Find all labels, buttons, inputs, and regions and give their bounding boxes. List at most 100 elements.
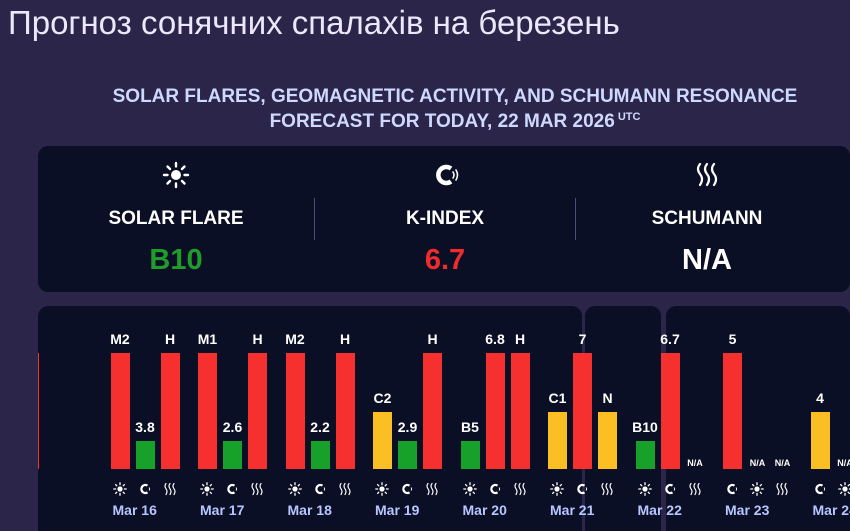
waves-icon (775, 482, 789, 496)
waves-value-label: H (38, 331, 45, 347)
waves-value-label: H (427, 331, 438, 347)
waves-bar (335, 353, 355, 469)
day-date-label: Mar 23 (725, 502, 770, 518)
magnet-icon (400, 482, 414, 496)
sun-icon (462, 482, 477, 496)
subtitle-line-1: SOLAR FLARES, GEOMAGNETIC ACTIVITY, AND … (112, 86, 798, 107)
magnet-value-label: 6.7 (660, 331, 680, 347)
magnet-icon (488, 482, 502, 496)
subtitle-line-2: FORECAST FOR TODAY, 22 MAR 2026 UTC (60, 109, 850, 137)
waves-bar (160, 353, 180, 469)
utc-label: UTC (617, 111, 641, 123)
day-date-label: Mar 17 (200, 502, 245, 518)
sun-icon (375, 482, 389, 496)
waves-icon (250, 482, 264, 496)
sun-bar (110, 353, 130, 469)
sun-bar (198, 353, 217, 469)
sun-icon (287, 482, 302, 496)
waves-icon (163, 482, 177, 496)
subtitle-date: FORECAST FOR TODAY, 22 MAR 2026 (269, 111, 615, 132)
magnet-bar (660, 353, 680, 469)
sun-value-label: M1 (197, 331, 218, 347)
waves-bar (598, 412, 617, 469)
magnet-bar (723, 353, 742, 469)
waves-value-label: H (514, 331, 526, 347)
waves-value-label: N/A (774, 458, 791, 468)
magnet-value-label: 4 (816, 390, 824, 406)
waves-icon (569, 160, 845, 190)
magnet-value-label: 3.8 (135, 419, 155, 435)
sun-icon (38, 160, 314, 190)
waves-icon (688, 482, 702, 496)
sun-value-label: B5 (461, 419, 479, 435)
sun-value-label: B10 (632, 419, 658, 435)
sun-bar (460, 441, 480, 469)
magnet-value-label: 6.8 (485, 331, 505, 347)
day-date-label: Mar 24 (812, 502, 850, 518)
magnet-icon (313, 482, 327, 496)
magnet-icon (138, 482, 152, 496)
solar-flare-label: SOLAR FLARE (108, 208, 244, 229)
solar-flare-value: B10 (149, 244, 203, 276)
waves-bar (248, 353, 267, 469)
magnet-value-label: 2.2 (310, 419, 330, 435)
magnet-bar (485, 353, 505, 469)
waves-value-label: N/A (687, 458, 703, 468)
k-index-metric: K-INDEX 6.7 (307, 146, 583, 292)
today-summary-card: SOLAR FLARE B10 K-INDEX 6.7 S (38, 146, 850, 292)
sun-bar (635, 441, 655, 469)
sun-value-label: N/A (837, 458, 850, 468)
waves-icon (338, 482, 352, 496)
waves-icon (600, 482, 614, 496)
sun-bar (285, 353, 305, 469)
daily-forecast-strip: H M2 3.8 H Mar 16 M1 2.6 H Mar 17 M2 2.2 H Mar 18 C2 2… (38, 306, 850, 531)
magnet-bar (810, 412, 830, 469)
sun-icon (200, 482, 214, 496)
divider (314, 198, 315, 240)
waves-bar (423, 353, 442, 469)
magnet-value-label: 2.6 (222, 419, 243, 435)
magnet-icon (813, 482, 827, 496)
magnet-icon (225, 482, 239, 496)
waves-bar (38, 353, 39, 469)
magnet-value-label: 5 (728, 331, 737, 347)
k-index-label: K-INDEX (405, 208, 485, 229)
sun-bar (548, 412, 567, 469)
page-title: Прогноз сонячних спалахів на березень (8, 4, 620, 41)
sun-value-label: C2 (373, 390, 392, 406)
magnet-bar (223, 441, 242, 469)
k-index-value: 6.7 (424, 244, 466, 276)
waves-value-label: N (602, 390, 613, 406)
day-date-label: Mar 18 (287, 502, 332, 518)
sun-value-label: C1 (548, 390, 567, 406)
day-date-label: Mar 21 (550, 502, 595, 518)
waves-icon (513, 482, 527, 496)
day-date-label: Mar 22 (637, 502, 682, 518)
sun-icon (750, 482, 764, 496)
waves-value-label: H (339, 331, 351, 347)
magnet-bar (135, 441, 155, 469)
sun-icon (837, 482, 850, 496)
sun-icon (550, 482, 564, 496)
magnet-bar (398, 441, 417, 469)
solar-flare-metric: SOLAR FLARE B10 (38, 146, 314, 292)
sun-icon (637, 482, 652, 496)
sun-value-label: M2 (285, 331, 305, 347)
magnet-value-label: 7 (578, 331, 587, 347)
waves-value-label: H (252, 331, 263, 347)
magnet-icon (307, 160, 583, 190)
sun-icon (112, 482, 127, 496)
magnet-icon (575, 482, 589, 496)
day-date-label: Mar 20 (462, 502, 507, 518)
sun-bar (373, 412, 392, 469)
magnet-bar (573, 353, 592, 469)
day-date-label: Mar 16 (112, 502, 157, 518)
forecast-subtitle: SOLAR FLARES, GEOMAGNETIC ACTIVITY, AND … (60, 84, 850, 137)
divider (575, 198, 576, 240)
magnet-icon (663, 482, 677, 496)
schumann-value: N/A (682, 244, 732, 276)
day-date-label: Mar 19 (375, 502, 420, 518)
schumann-metric: SCHUMANN N/A (569, 146, 845, 292)
sun-value-label: N/A (749, 458, 766, 468)
waves-value-label: H (164, 331, 176, 347)
